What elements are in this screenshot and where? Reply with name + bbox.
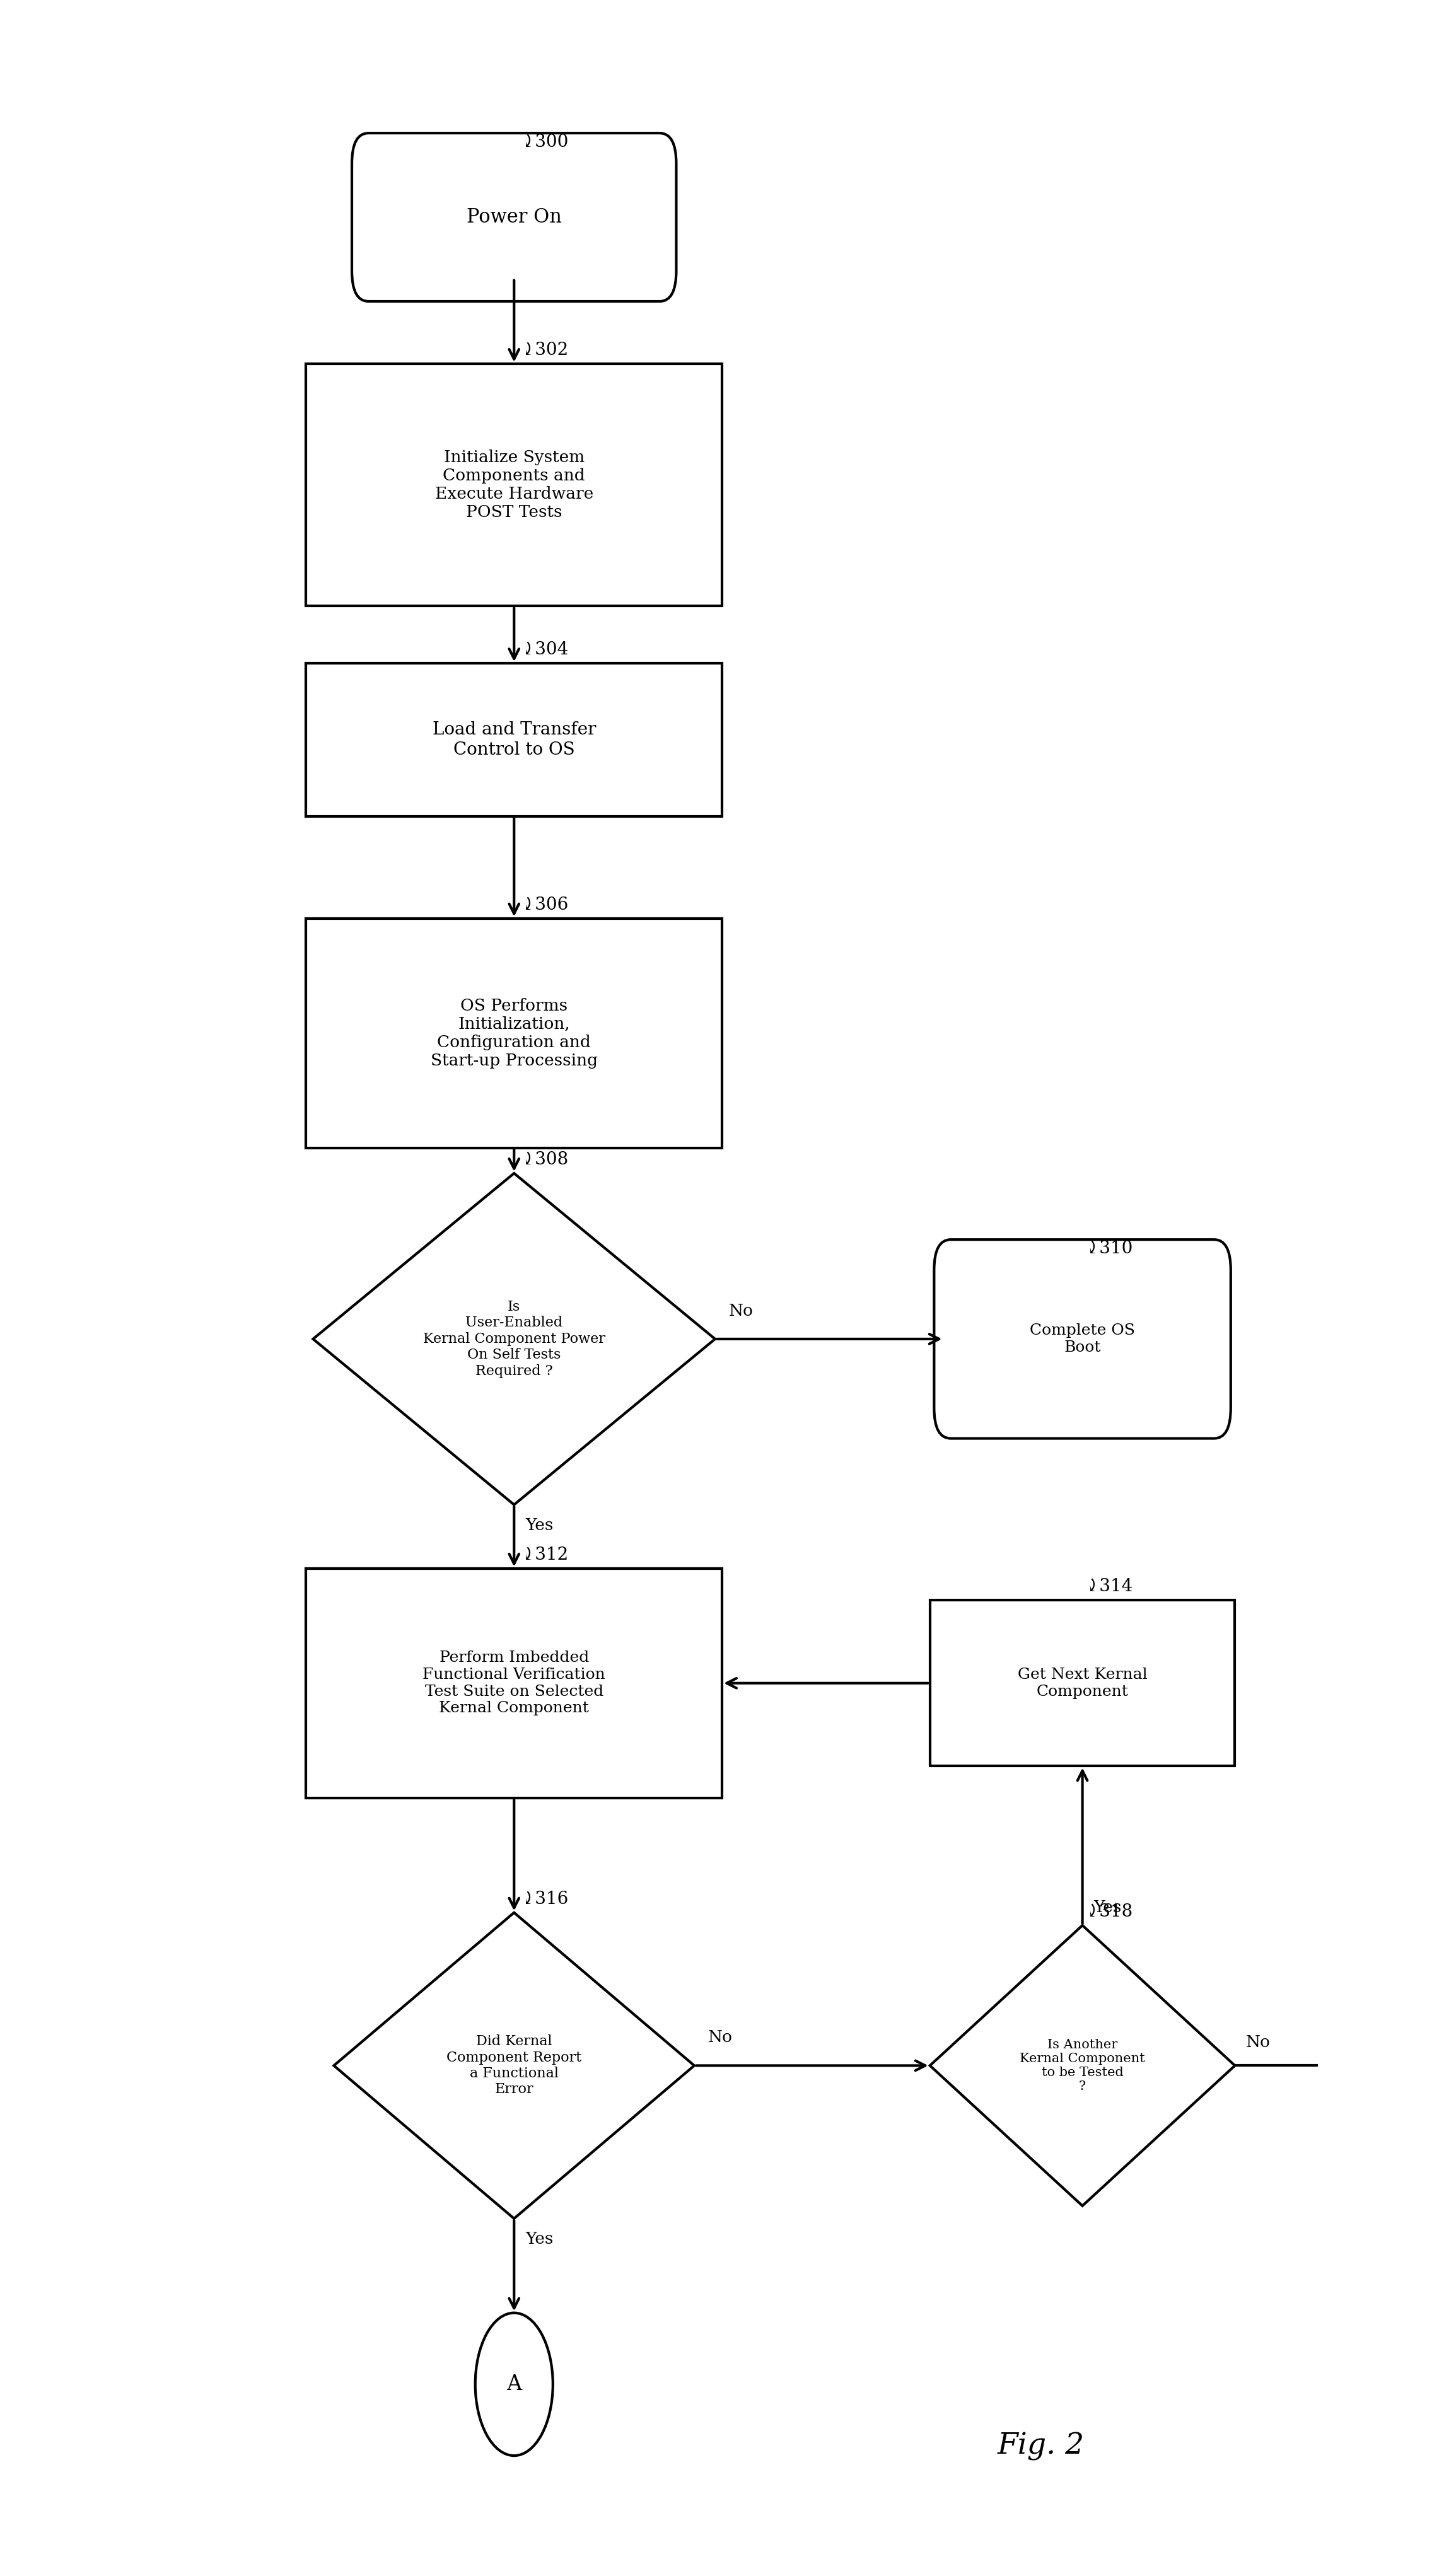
Text: ⤸314: ⤸314 (1086, 1579, 1134, 1595)
Text: ⤸318: ⤸318 (1086, 1904, 1134, 1919)
Polygon shape (930, 1924, 1235, 2205)
Text: ⤸312: ⤸312 (521, 1546, 569, 1564)
Bar (306, 363, 722, 605)
Text: Load and Transfer
Control to OS: Load and Transfer Control to OS (432, 721, 596, 757)
Text: ⤸300: ⤸300 (521, 134, 569, 152)
Text: Complete OS
Boot: Complete OS Boot (1030, 1324, 1135, 1355)
Text: Is Another
Kernal Component
to be Tested
?: Is Another Kernal Component to be Tested… (1019, 2038, 1145, 2092)
Text: No: No (729, 1303, 754, 1319)
Text: ⤸308: ⤸308 (521, 1151, 569, 1167)
FancyBboxPatch shape (934, 1239, 1230, 1437)
Text: ⤸302: ⤸302 (521, 343, 569, 358)
Text: OS Performs
Initialization,
Configuration and
Start-up Processing: OS Performs Initialization, Configuratio… (430, 997, 598, 1069)
Text: Did Kernal
Component Report
a Functional
Error: Did Kernal Component Report a Functional… (446, 2035, 582, 2097)
Text: Is
User-Enabled
Kernal Component Power
On Self Tests
Required ?: Is User-Enabled Kernal Component Power O… (423, 1301, 605, 1378)
Text: Power On: Power On (466, 209, 562, 227)
Bar (306, 1569, 722, 1798)
Bar (930, 1600, 1235, 1767)
Text: Get Next Kernal
Component: Get Next Kernal Component (1018, 1667, 1147, 1698)
Polygon shape (334, 1911, 695, 2218)
Text: ⤸316: ⤸316 (521, 1891, 569, 1906)
Text: Yes: Yes (526, 1517, 553, 1533)
Text: No: No (1246, 2035, 1271, 2050)
Bar (306, 665, 722, 817)
FancyBboxPatch shape (352, 134, 676, 301)
Bar (306, 917, 722, 1149)
Text: Initialize System
Components and
Execute Hardware
POST Tests: Initialize System Components and Execute… (435, 451, 593, 520)
Polygon shape (313, 1172, 715, 1504)
Text: A: A (507, 2375, 521, 2393)
Text: Perform Imbedded
Functional Verification
Test Suite on Selected
Kernal Component: Perform Imbedded Functional Verification… (423, 1651, 605, 1716)
Text: Yes: Yes (526, 2231, 553, 2246)
Text: Fig. 2: Fig. 2 (998, 2432, 1084, 2460)
Text: Yes: Yes (1093, 1899, 1122, 1914)
Circle shape (475, 2313, 553, 2455)
Text: ⤸306: ⤸306 (521, 896, 569, 914)
Text: No: No (708, 2030, 732, 2045)
Text: ⤸310: ⤸310 (1086, 1242, 1134, 1257)
Text: ⤸304: ⤸304 (521, 641, 569, 659)
